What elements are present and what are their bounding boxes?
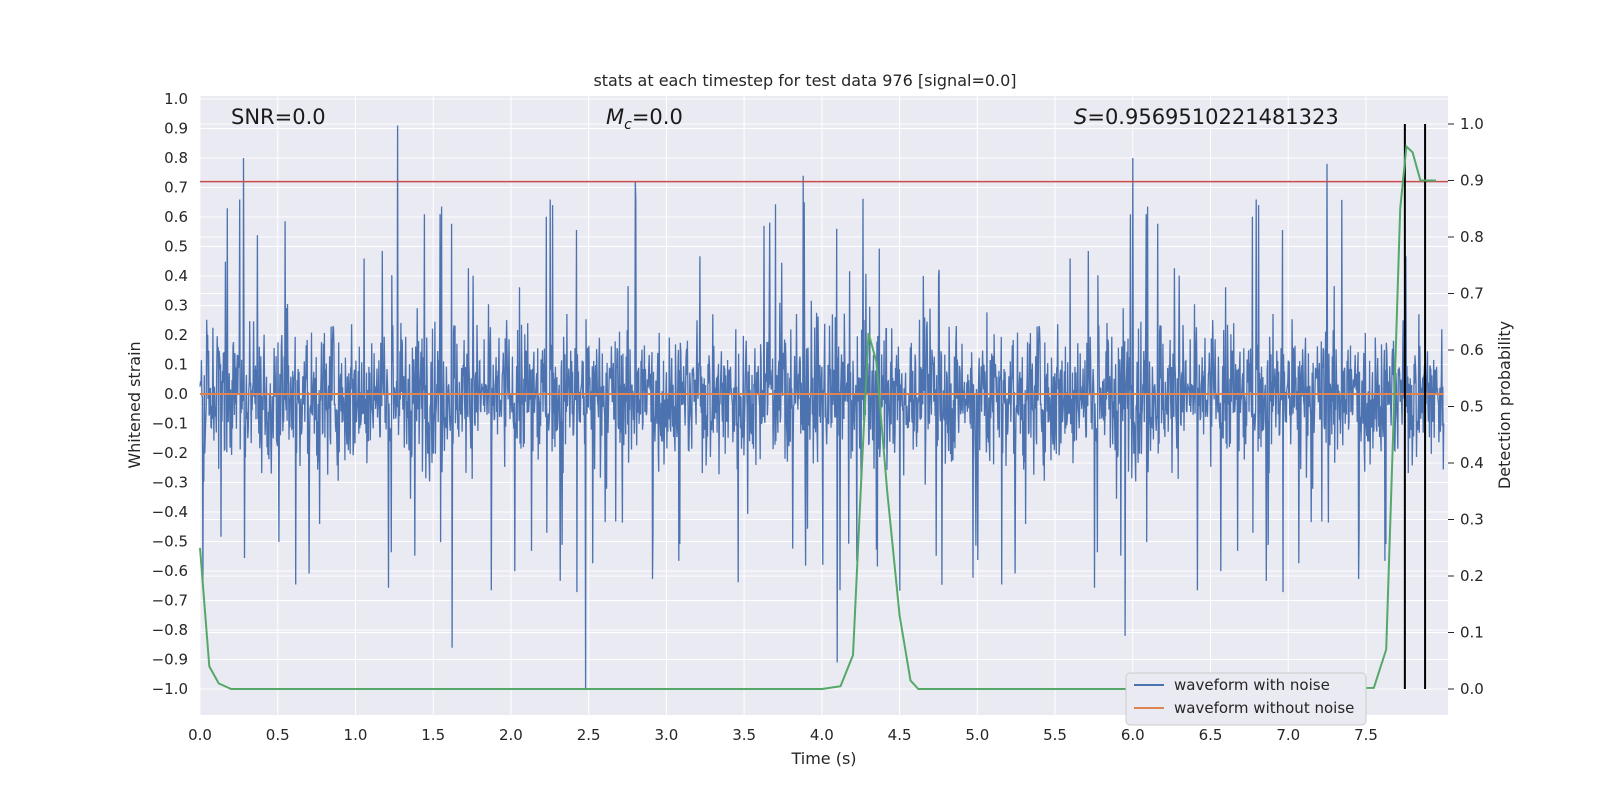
y-tick-label: 0.5	[164, 238, 188, 256]
x-tick-label: 2.0	[499, 726, 523, 744]
y-tick-label: 1.0	[164, 90, 188, 108]
legend: waveform with noise waveform without noi…	[1125, 672, 1367, 726]
y-right-tick-label: 0.9	[1460, 172, 1484, 190]
x-tick-label: 5.0	[965, 726, 989, 744]
waveform-with-noise-line	[199, 125, 1445, 690]
x-tick-label: 2.5	[577, 726, 601, 744]
y-tick-label: −0.6	[152, 562, 188, 580]
y-tick-label: −0.7	[152, 592, 188, 610]
y-right-tick-label: 0.2	[1460, 567, 1484, 585]
legend-label-clean: waveform without noise	[1174, 699, 1354, 717]
y-right-tick-label: 0.4	[1460, 454, 1484, 472]
y-right-tick-label: 0.8	[1460, 228, 1484, 246]
y-right-tick-label: 0.7	[1460, 285, 1484, 303]
y-tick-label: −0.4	[152, 503, 188, 521]
legend-label-noise: waveform with noise	[1174, 676, 1330, 694]
x-tick-label: 6.0	[1121, 726, 1145, 744]
x-tick-label: 1.5	[421, 726, 445, 744]
x-axis-label: Time (s)	[790, 749, 856, 768]
y-tick-label: −0.8	[152, 621, 188, 639]
y-tick-label: −0.9	[152, 651, 188, 669]
chart-title: stats at each timestep for test data 976…	[593, 71, 1016, 90]
y-tick-label: −0.2	[152, 444, 188, 462]
y-right-tick-label: 1.0	[1460, 115, 1484, 133]
series-detection-probability	[199, 144, 1436, 690]
y-tick-label: 0.6	[164, 208, 188, 226]
x-tick-label: 0.0	[188, 726, 212, 744]
y-tick-label: 0.2	[164, 326, 188, 344]
snr-annotation: SNR=0.0	[231, 105, 326, 129]
s-symbol: S	[1074, 105, 1087, 129]
y-right-tick-label: 0.5	[1460, 398, 1484, 416]
series-waveform-with-noise	[199, 125, 1445, 690]
x-tick-label: 5.5	[1043, 726, 1067, 744]
y-tick-labels: −1.0 −0.9 −0.8 −0.7 −0.6 −0.5 −0.4 −0.3 −0.2 −0.1…	[152, 90, 188, 698]
x-tick-label: 0.5	[266, 726, 290, 744]
y-tick-label: 0.9	[164, 120, 188, 138]
y-tick-label: 0.1	[164, 356, 188, 374]
y-tick-label: −1.0	[152, 680, 188, 698]
legend-box	[1125, 672, 1367, 726]
y-tick-label: −0.3	[152, 474, 188, 492]
chirp-mass-annotation: Mc=0.0	[606, 105, 683, 133]
mc-symbol: M	[606, 105, 624, 129]
y-right-tick-label: 0.3	[1460, 511, 1484, 529]
x-tick-label: 1.0	[344, 726, 368, 744]
y-axis-label: Whitened strain	[125, 341, 144, 468]
x-tick-label: 3.0	[654, 726, 678, 744]
y-tick-label: 0.0	[164, 385, 188, 403]
x-tick-label: 4.0	[810, 726, 834, 744]
y-tick-label: 0.3	[164, 297, 188, 315]
x-tick-label: 7.5	[1354, 726, 1378, 744]
x-tick-label: 6.5	[1199, 726, 1223, 744]
overlay-lines	[200, 124, 1448, 689]
y-right-tick-label: 0.1	[1460, 624, 1484, 642]
x-tick-label: 3.5	[732, 726, 756, 744]
y-right-tick-labels: 0.0 0.1 0.2 0.3 0.4 0.5 0.6 0.7 0.8 0.9 1.0	[1448, 115, 1484, 698]
x-tick-labels: 0.0 0.5 1.0 1.5 2.0 2.5 3.0 3.5 4.0 4.5 5.0 5.5 6.0 6…	[188, 726, 1378, 744]
x-tick-label: 4.5	[888, 726, 912, 744]
y-tick-label: 0.7	[164, 179, 188, 197]
y-tick-label: −0.1	[152, 415, 188, 433]
y-right-axis-label: Detection probability	[1495, 321, 1514, 489]
y-tick-label: 0.4	[164, 267, 188, 285]
score-annotation: S=0.9569510221481323	[1074, 105, 1339, 129]
x-tick-label: 7.0	[1276, 726, 1300, 744]
mc-subscript: c	[624, 117, 632, 133]
mc-value: =0.0	[632, 105, 683, 129]
detection-probability-line	[199, 144, 1436, 690]
y-tick-label: −0.5	[152, 533, 188, 551]
s-value: =0.9569510221481323	[1087, 105, 1338, 129]
y-right-tick-label: 0.6	[1460, 341, 1484, 359]
y-tick-label: 0.8	[164, 149, 188, 167]
y-right-tick-label: 0.0	[1460, 680, 1484, 698]
